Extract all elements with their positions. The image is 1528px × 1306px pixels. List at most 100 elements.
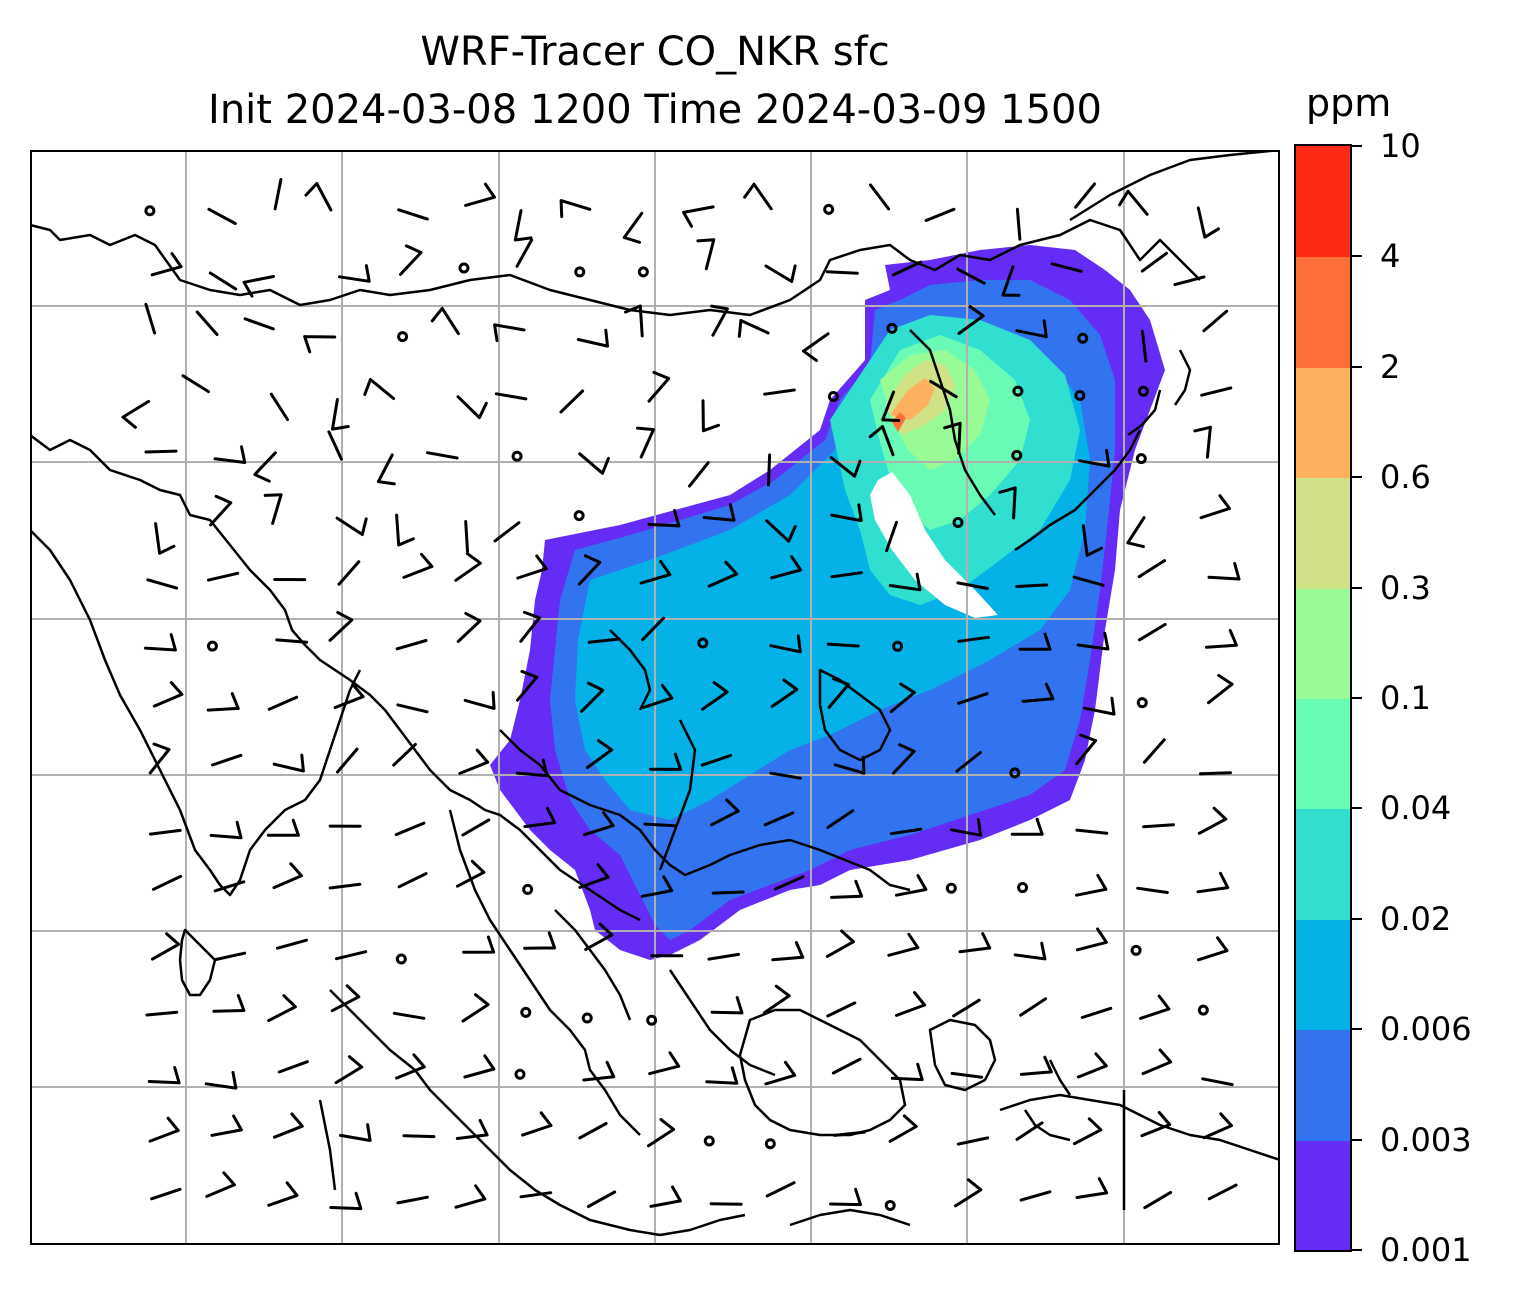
wind-barb: [1010, 817, 1044, 836]
wind-barb: [1137, 559, 1166, 579]
wind-barb: [869, 183, 891, 211]
wind-barb: [774, 875, 805, 891]
wind-barb: [710, 798, 740, 827]
wind-barb: [1076, 1052, 1108, 1079]
wind-barb: [743, 182, 773, 211]
wind-barb: [1075, 733, 1098, 766]
wind-barb: [825, 270, 859, 275]
wind-barb: [767, 453, 772, 487]
colorbar-segment: [1296, 698, 1350, 810]
colorbar-segment: [1296, 366, 1350, 479]
wind-barb: [1015, 583, 1049, 588]
wind-barb: [1199, 494, 1231, 520]
colorbar-tick-label: 0.3: [1380, 568, 1431, 607]
wind-barb: [582, 1060, 616, 1082]
colorbar-tick: [1352, 586, 1362, 589]
wind-barb: [1075, 828, 1109, 835]
wind-barb: [213, 880, 246, 893]
wind-barb: [1140, 251, 1168, 273]
wind-barb: [578, 452, 610, 475]
wind-barb: [585, 739, 614, 769]
wind-barb: [1202, 1112, 1233, 1140]
tracer-band-06: [890, 378, 935, 420]
colorbar-segment: [1296, 808, 1350, 920]
wind-barb: [1207, 1183, 1238, 1201]
wind-barb: [272, 1112, 304, 1139]
calm-wind-marker: [395, 953, 407, 965]
calm-wind-marker: [574, 266, 586, 278]
wind-barb: [1196, 206, 1220, 239]
calm-wind-marker: [827, 390, 839, 402]
wind-barb: [150, 252, 183, 277]
wind-barb: [210, 1114, 243, 1137]
wind-barb: [1015, 1121, 1044, 1141]
wind-barb: [888, 1114, 918, 1143]
wind-barb: [587, 637, 621, 644]
colorbar-tick: [1352, 476, 1362, 479]
colorbar-segment: [1296, 256, 1350, 368]
wind-barb: [494, 392, 528, 401]
colorbar-tick-label: 0.02: [1380, 899, 1452, 938]
wind-barb: [205, 1171, 236, 1198]
wind-barb: [213, 951, 247, 962]
wind-barb: [887, 932, 920, 957]
wind-barb: [147, 1066, 181, 1085]
wind-barb: [338, 264, 371, 283]
wind-barb: [263, 493, 283, 525]
chart-title-line-2: Init 2024-03-08 1200 Time 2024-03-09 150…: [208, 87, 1102, 133]
wind-barb: [737, 319, 770, 338]
wind-barb: [243, 317, 275, 331]
wind-barb: [583, 811, 615, 837]
wind-barb: [397, 208, 429, 221]
wind-barb: [461, 993, 490, 1023]
wind-barb: [949, 818, 983, 837]
wind-barb: [328, 610, 354, 642]
wind-barb: [1142, 823, 1175, 829]
calm-wind-marker: [646, 1014, 658, 1026]
wind-barb: [464, 182, 496, 207]
calm-wind-marker: [1136, 697, 1148, 709]
wind-barb: [1200, 386, 1233, 397]
colorbar-tick: [1352, 1249, 1362, 1251]
wind-barb: [826, 1001, 857, 1018]
colorbar-tick: [1352, 807, 1362, 810]
wind-barb: [462, 935, 496, 954]
wind-barb: [150, 1187, 182, 1201]
wind-barb: [336, 747, 359, 774]
wind-barb: [207, 571, 240, 582]
colorbar-segment: [1296, 1029, 1350, 1141]
wind-barb: [770, 678, 799, 708]
wind-barb: [950, 1071, 984, 1079]
wind-barb: [121, 399, 151, 429]
wind-barb: [765, 1181, 796, 1198]
calm-wind-marker: [703, 1135, 715, 1147]
wind-barb: [402, 1134, 436, 1139]
wind-barb: [461, 818, 491, 837]
wind-barb: [521, 1111, 553, 1137]
colorbar-tick: [1352, 1138, 1362, 1141]
wind-barb: [455, 1119, 489, 1140]
wind-barb: [269, 392, 289, 421]
wind-barb: [647, 1118, 676, 1148]
wind-barb: [1075, 927, 1108, 952]
wind-barb: [1202, 309, 1229, 333]
wind-barb: [515, 758, 549, 778]
wind-barb: [700, 754, 733, 767]
wind-barb: [888, 572, 922, 592]
calm-wind-marker: [1137, 385, 1149, 397]
wind-barb: [399, 244, 423, 276]
wind-barb: [394, 821, 426, 837]
wind-barb: [649, 1185, 682, 1208]
calm-wind-marker: [637, 266, 649, 278]
wind-barb: [1142, 738, 1166, 764]
wind-barb: [267, 1181, 299, 1207]
wind-barb: [154, 522, 176, 555]
colorbar-tick: [1352, 1028, 1362, 1031]
wind-barb: [463, 1054, 496, 1079]
wind-barb: [998, 486, 1017, 520]
calm-wind-marker: [206, 640, 218, 652]
wind-barb: [339, 1123, 372, 1142]
colorbar-segment: [1296, 918, 1350, 1031]
wind-barb: [890, 1062, 924, 1082]
wind-barb: [513, 209, 533, 242]
